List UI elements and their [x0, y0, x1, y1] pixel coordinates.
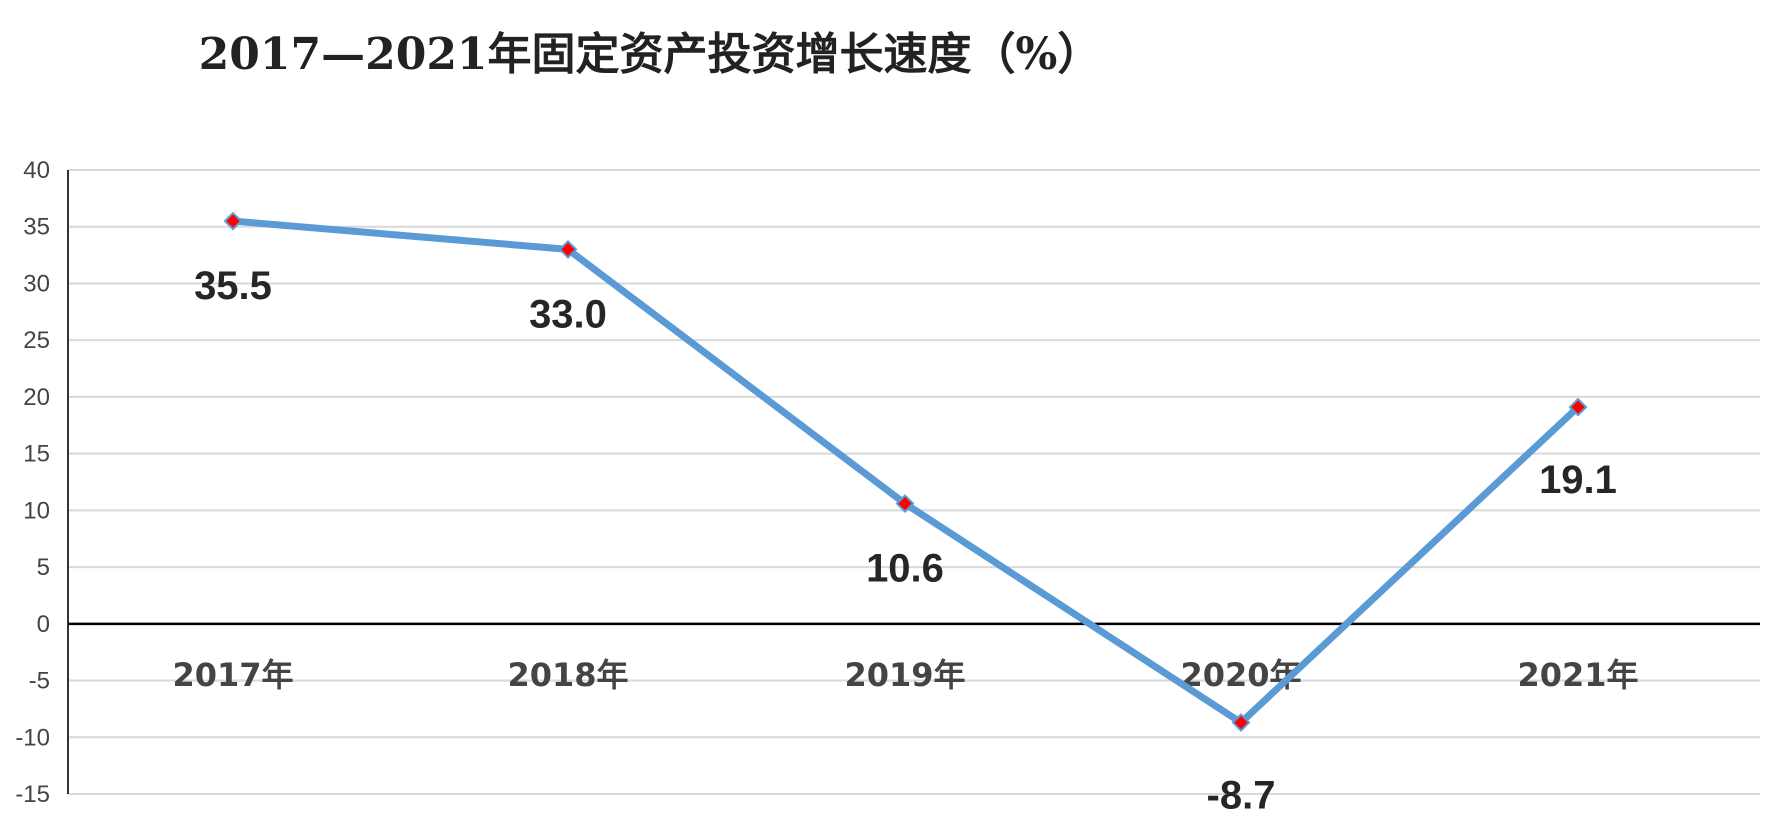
x-category-label: 2017年 [172, 656, 293, 694]
y-tick-label: 15 [23, 441, 50, 468]
data-label: 35.5 [194, 264, 272, 308]
y-axis-ticks: 40 35 30 25 20 15 10 5 0 -5 -10 -15 [15, 157, 50, 808]
y-tick-label: 10 [23, 497, 50, 524]
x-axis-categories: 2017年 2018年 2019年 2020年 2021年 [172, 656, 1638, 694]
data-point-marker [1231, 713, 1251, 732]
y-tick-label: 35 [23, 214, 50, 241]
y-tick-label: -5 [29, 668, 50, 695]
gridlines [68, 169, 1760, 795]
data-point-marker [1568, 397, 1588, 417]
data-point-marker [558, 240, 578, 259]
data-point-marker [223, 211, 243, 231]
x-category-label: 2020年 [1180, 656, 1301, 694]
data-labels: 35.5 33.0 10.6 -8.7 19.1 [194, 264, 1617, 817]
y-tick-label: -10 [15, 724, 50, 751]
data-label: -8.7 [1207, 774, 1276, 818]
data-label: 33.0 [529, 292, 607, 336]
y-tick-label: -15 [15, 781, 50, 808]
y-tick-label: 0 [37, 611, 50, 638]
chart-title: 2017—2021年固定资产投资增长速度（%） [198, 29, 1102, 80]
x-category-label: 2021年 [1517, 656, 1638, 694]
y-tick-label: 30 [23, 270, 50, 297]
series-line [229, 217, 1582, 727]
y-tick-label: 5 [37, 554, 50, 581]
data-point-marker [895, 494, 915, 513]
x-category-label: 2019年 [844, 656, 965, 694]
x-category-label: 2018年 [507, 656, 628, 694]
y-tick-label: 25 [23, 327, 50, 354]
data-label: 10.6 [866, 547, 944, 591]
y-tick-label: 20 [23, 384, 50, 411]
data-label: 19.1 [1539, 458, 1617, 502]
y-tick-label: 40 [23, 157, 50, 184]
data-markers [223, 211, 1588, 732]
